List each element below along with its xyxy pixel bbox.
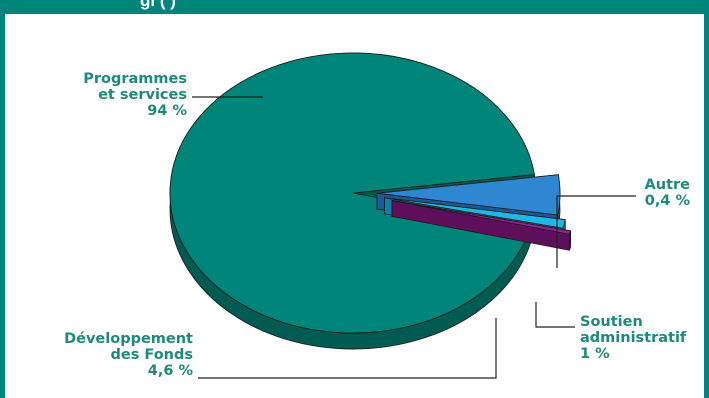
value-label-autre: 0,4 % [645, 193, 691, 209]
value-label-soutien-administratif: 1 % [580, 346, 610, 362]
leader-line-autre [556, 195, 636, 268]
slice-label-programmes-et-services-0: Programmes [83, 71, 187, 87]
leader-line-soutien-administratif [535, 302, 575, 328]
title-bar: gi ( ) [0, 0, 709, 14]
leader-line-developpement-des-fonds [198, 318, 497, 379]
slice-label-autre-0: Autre [645, 177, 691, 193]
value-label-programmes-et-services: 94 % [147, 103, 187, 119]
slice-label-soutien-administratif-1: administratif [580, 330, 687, 346]
slice-soutien-administratif [384, 197, 566, 229]
value-label-developpement-des-fonds: 4,6 % [148, 363, 194, 379]
slice-label-developpement-des-fonds-1: des Fonds [110, 347, 193, 363]
slice-label-soutien-administratif-0: Soutien [580, 314, 643, 330]
chart-title-fragment: gi ( ) [140, 0, 176, 10]
slice-autre [391, 199, 572, 235]
slice-label-programmes-et-services-1: et services [98, 87, 187, 103]
slice-developpement-des-fonds [376, 174, 561, 216]
slice-label-developpement-des-fonds-0: Développement [64, 331, 193, 347]
slice-programmes-et-services [169, 52, 535, 334]
